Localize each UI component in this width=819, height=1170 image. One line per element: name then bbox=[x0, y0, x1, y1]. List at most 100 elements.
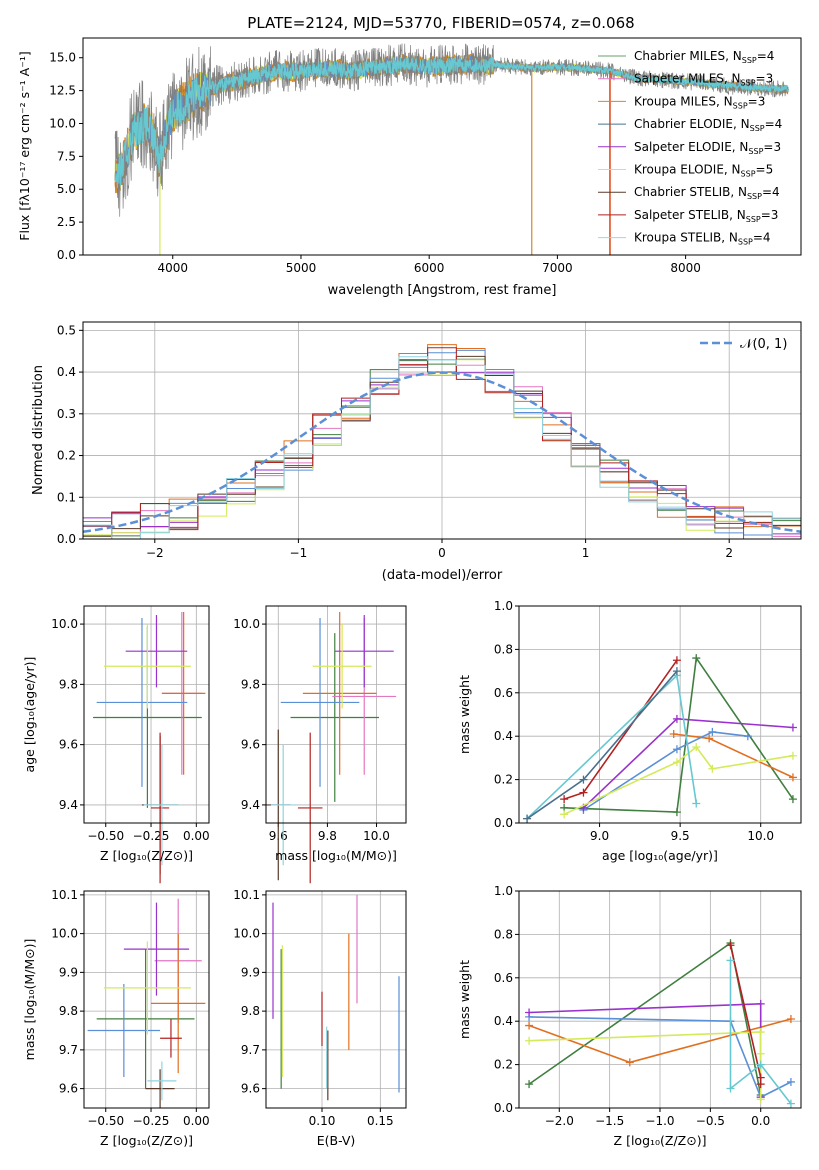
residuals-y-tick-label: 0.1 bbox=[57, 490, 76, 504]
weight-marker bbox=[786, 1077, 795, 1086]
massweight-vs-z-panel-x-tick-label: 0.0 bbox=[751, 1114, 770, 1128]
spectrum-y-tick-label: 0.0 bbox=[57, 248, 76, 262]
weight-marker bbox=[692, 654, 701, 663]
age-vs-z-panel-frame bbox=[83, 605, 210, 824]
spectrum-x-tick-label: 5000 bbox=[286, 261, 317, 275]
age-vs-z-panel-x-tick-label: −0.25 bbox=[133, 829, 170, 843]
residuals-histogram-step bbox=[83, 359, 801, 536]
legend-entry: Salpeter ELODIE, NSSP=3 bbox=[634, 140, 781, 156]
massweight-vs-z-panel-frame bbox=[518, 890, 802, 1109]
massweight-vs-z-panel-x-tick-label: −2.0 bbox=[545, 1114, 574, 1128]
spectrum-axes-frame bbox=[82, 37, 802, 256]
spectrum-legend: Chabrier MILES, NSSP=4 Salpeter MILES, NS… bbox=[598, 49, 782, 247]
weight-marker bbox=[788, 723, 797, 732]
spectrum-x-ticks: 4000 5000 6000 7000 8000 bbox=[157, 255, 701, 275]
spectrum-x-tick-label: 8000 bbox=[670, 261, 701, 275]
residuals-x-label: (data-model)/error bbox=[382, 568, 503, 583]
spectrum-lines bbox=[114, 43, 789, 255]
age-vs-mass-panel-y-tick-label: 9.8 bbox=[241, 677, 260, 691]
age-vs-z-panel-x-tick-label: −0.50 bbox=[87, 829, 124, 843]
massweight-vs-age-panel-y-tick-label: 1.0 bbox=[494, 599, 513, 613]
massweight-vs-age-panel-y-tick-label: 0.8 bbox=[494, 642, 513, 656]
massweight-vs-age-panel-y-tick-label: 0.6 bbox=[494, 686, 513, 700]
weight-marker bbox=[692, 743, 701, 752]
weight-marker bbox=[525, 1021, 534, 1030]
weight-marker bbox=[579, 775, 588, 784]
weight-marker bbox=[579, 788, 588, 797]
weight-marker bbox=[743, 732, 752, 741]
legend-entry: Chabrier ELODIE, NSSP=4 bbox=[634, 117, 782, 133]
weight-marker bbox=[786, 1099, 795, 1108]
legend-entry: Salpeter STELIB, NSSP=3 bbox=[634, 208, 778, 224]
mass-vs-z-panel-marks bbox=[87, 898, 206, 1108]
residuals-histogram-step bbox=[83, 344, 801, 540]
mass-vs-z-panel-y-tick-label: 10.0 bbox=[51, 927, 78, 941]
weight-marker bbox=[705, 734, 714, 743]
weight-marker bbox=[669, 730, 678, 739]
weight-marker bbox=[692, 799, 701, 808]
residuals-y-label: Normed distribution bbox=[31, 365, 46, 495]
legend-entry: Kroupa MILES, NSSP=3 bbox=[634, 94, 765, 110]
weight-marker bbox=[672, 714, 681, 723]
figure-title: PLATE=2124, MJD=53770, FIBERID=0574, z=0… bbox=[247, 14, 634, 32]
mass-vs-ebv-panel-y-tick-label: 10.0 bbox=[233, 927, 260, 941]
weight-marker bbox=[525, 1080, 534, 1089]
massweight-vs-z-panel-y-label: mass weight bbox=[457, 960, 472, 1039]
mass-vs-z-panel-x-tick-label: −0.25 bbox=[133, 1114, 170, 1128]
massweight-vs-age-panel-y-label: mass weight bbox=[457, 675, 472, 754]
residuals-y-ticks: 0.0 0.1 0.2 0.3 0.4 0.5 bbox=[57, 323, 83, 546]
weight-marker bbox=[788, 751, 797, 760]
age-vs-z-panel: −0.50 −0.25 0.00 9.4 9.6 9.8 10.0 Z [log₁₀(Z/Z⊙… bbox=[22, 605, 210, 884]
massweight-vs-z-panel-x-tick-label: −1.5 bbox=[595, 1114, 624, 1128]
residuals-x-tick-label: 1 bbox=[582, 546, 590, 560]
weight-marker bbox=[672, 758, 681, 767]
mass-vs-z-panel-x-tick-label: −0.50 bbox=[87, 1114, 124, 1128]
spectrum-plot bbox=[114, 43, 789, 255]
mass-vs-z-panel-y-tick-label: 9.7 bbox=[59, 1043, 78, 1057]
massweight-vs-age-panel-x-tick-label: 10.0 bbox=[747, 829, 774, 843]
weight-marker bbox=[788, 795, 797, 804]
weight-marker bbox=[625, 1058, 634, 1067]
residuals-legend: 𝒩(0, 1) bbox=[700, 337, 787, 352]
residuals-x-ticks: −2 −1 0 1 2 bbox=[146, 539, 733, 560]
mass-vs-z-panel-frame bbox=[83, 890, 210, 1109]
age-vs-z-panel-y-label: age [log₁₀(age/yr)] bbox=[22, 657, 37, 773]
residuals-x-tick-label: −1 bbox=[290, 546, 308, 560]
weight-line bbox=[729, 945, 762, 1085]
spectrum-x-tick-label: 4000 bbox=[157, 261, 188, 275]
massweight-vs-age-panel-y-tick-label: 0.4 bbox=[494, 729, 513, 743]
spectrum-y-tick-label: 12.5 bbox=[49, 84, 76, 98]
spectrum-x-tick-label: 7000 bbox=[542, 261, 573, 275]
massweight-vs-age-panel-frame bbox=[518, 605, 802, 824]
model-curve-cyan bbox=[114, 56, 789, 189]
mass-vs-ebv-panel-marks bbox=[272, 894, 400, 1101]
mass-vs-ebv-panel-y-tick-label: 9.7 bbox=[241, 1043, 260, 1057]
legend-entry: Salpeter MILES, NSSP=3 bbox=[634, 72, 773, 88]
weight-marker bbox=[525, 1008, 534, 1017]
spectrum-y-tick-label: 7.5 bbox=[57, 149, 76, 163]
age-vs-z-panel-y-tick-label: 9.8 bbox=[59, 677, 78, 691]
massweight-vs-age-panel: 9.0 9.5 10.0 0.0 0.2 0.4 0.6 0.8 1.0 age [log₁₀(a… bbox=[457, 599, 802, 863]
legend-entry: Kroupa ELODIE, NSSP=5 bbox=[634, 163, 773, 179]
massweight-vs-z-panel: −2.0 −1.5 −1.0 −0.5 0.0 0.0 0.2 0.4 0.6 0.8 1.0 Z [… bbox=[457, 884, 802, 1148]
spectrum-y-tick-label: 5.0 bbox=[57, 182, 76, 196]
mass-vs-z-panel-x-label: Z [log₁₀(Z/Z⊙)] bbox=[100, 1133, 193, 1148]
residuals-plot bbox=[82, 344, 802, 540]
weight-marker bbox=[756, 1028, 765, 1037]
spectrum-y-tick-label: 15.0 bbox=[49, 51, 76, 65]
residuals-histogram-step bbox=[83, 358, 801, 537]
massweight-vs-z-panel-y-tick-label: 1.0 bbox=[494, 884, 513, 898]
weight-marker bbox=[672, 656, 681, 665]
residuals-y-tick-label: 0.3 bbox=[57, 407, 76, 421]
weight-line bbox=[729, 960, 792, 1105]
normal-curve bbox=[82, 371, 802, 533]
weight-marker bbox=[756, 999, 765, 1008]
mass-vs-ebv-panel: 0.10 0.15 9.6 9.7 9.8 9.9 10.0 10.1 E(B-V) bbox=[233, 888, 407, 1148]
weight-marker bbox=[786, 1015, 795, 1024]
mass-vs-z-panel-y-label: mass [log₁₀(M/M⊙)] bbox=[22, 939, 37, 1061]
age-vs-mass-panel-marks bbox=[266, 612, 397, 884]
age-vs-z-panel-y-tick-label: 9.4 bbox=[59, 798, 78, 812]
spectrum-x-tick-label: 6000 bbox=[414, 261, 445, 275]
age-vs-mass-panel-frame bbox=[265, 605, 407, 824]
spectrum-panel: 4000 5000 6000 7000 8000 0.0 2.5 5.0 7.5 10.0 12.… bbox=[17, 37, 802, 298]
